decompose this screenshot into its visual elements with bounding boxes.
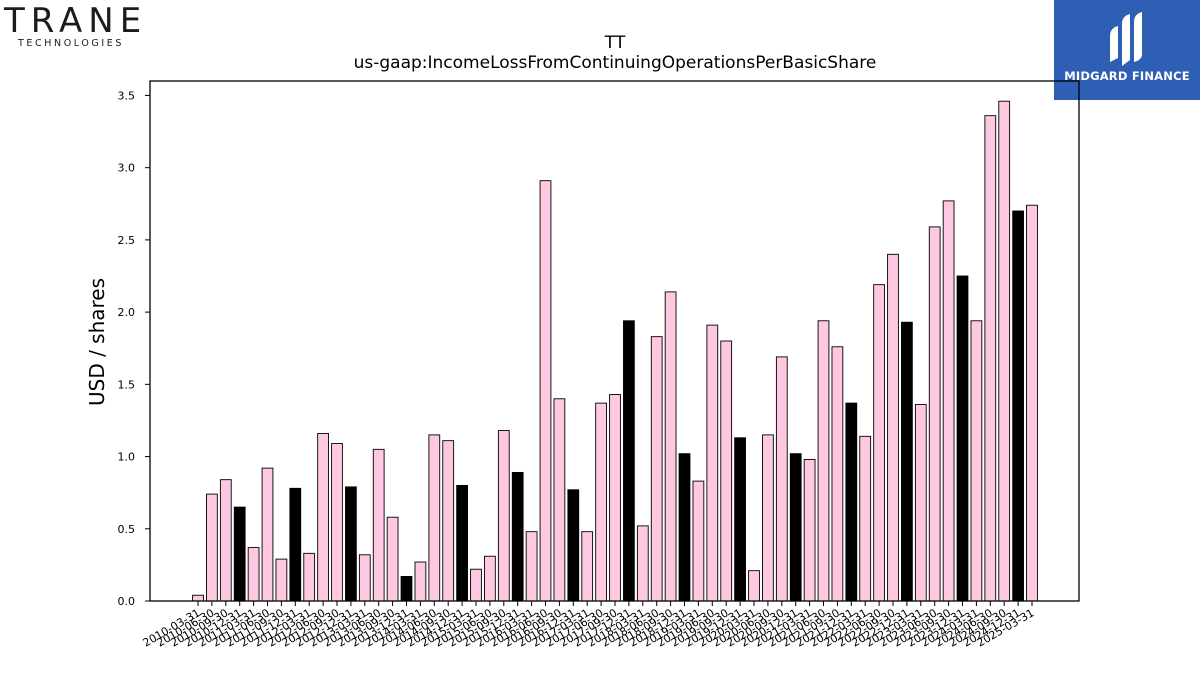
bar-2014-06-30: [428, 434, 441, 602]
bar-2025-03-31: [1026, 204, 1038, 602]
bar-2023-12-31: [956, 275, 969, 602]
bar-2019-06-30: [706, 324, 719, 602]
bar-2022-09-30: [887, 253, 899, 602]
bar-2021-12-31: [845, 402, 858, 602]
bar-2017-12-31: [623, 320, 635, 602]
y-axis: 0.0 0.5 1.0 1.5 2.0 2.5 3.0 3.5: [118, 89, 150, 608]
midgard-logo-text: MIDGARD FINANCE: [1064, 69, 1190, 83]
bar-2018-09-30: [664, 291, 677, 602]
bar-2017-03-31: [581, 531, 594, 602]
trane-logo-subtitle: TECHNOLOGIES: [18, 38, 124, 49]
bar-2013-06-30: [372, 448, 385, 602]
midgard-emblem-icon: [1110, 12, 1142, 66]
y-tick-label: 0.5: [118, 523, 136, 536]
bar-2014-03-31: [414, 561, 427, 602]
bar-2010-03-31: [192, 594, 204, 602]
bar-2016-09-30: [553, 398, 566, 602]
bar-2016-12-31: [567, 489, 580, 602]
y-tick-label: 2.0: [118, 306, 136, 319]
bar-2021-09-30: [831, 346, 844, 602]
bar-2024-03-31: [970, 320, 983, 602]
bar-2015-09-30: [497, 430, 510, 602]
bar-2012-06-30: [317, 432, 329, 602]
bar-2018-12-31: [678, 453, 691, 602]
bar-2010-06-30: [206, 493, 218, 602]
bar-2024-06-30: [984, 115, 997, 602]
bar-2013-03-31: [358, 554, 371, 602]
bar-2013-09-30: [386, 516, 399, 602]
y-tick-label: 3.0: [118, 162, 136, 175]
bar-2019-03-31: [692, 480, 705, 602]
y-tick-label: 2.5: [118, 234, 136, 247]
y-tick-label: 0.0: [118, 595, 136, 608]
bar-2017-06-30: [595, 402, 607, 602]
bar-2022-12-31: [901, 321, 913, 602]
x-axis: 2010-03-312010-06-302010-09-302010-12-31…: [141, 601, 1037, 650]
bars-group: [192, 100, 1038, 602]
bar-2019-12-31: [734, 437, 746, 602]
bar-2012-12-31: [345, 486, 357, 602]
bar-2011-03-31: [247, 547, 260, 602]
bar-2020-12-31: [789, 453, 802, 602]
chart-title: TT: [604, 33, 626, 53]
bar-2014-09-30: [442, 440, 455, 602]
bar-2015-06-30: [484, 555, 496, 602]
bar-2022-03-31: [859, 435, 872, 602]
bar-2012-03-31: [303, 552, 316, 602]
bar-2019-09-30: [720, 340, 733, 602]
y-tick-label: 1.0: [118, 451, 136, 464]
bar-2021-06-30: [817, 320, 830, 602]
bar-2016-06-30: [539, 180, 552, 602]
bar-2010-09-30: [219, 479, 232, 602]
bar-2014-12-31: [456, 484, 468, 602]
bar-2015-03-31: [470, 568, 482, 602]
bar-2015-12-31: [511, 471, 524, 602]
bar-2024-12-31: [1012, 210, 1024, 602]
y-tick-label: 3.5: [118, 89, 136, 102]
plot-frame: [149, 80, 1080, 602]
bar-2022-06-30: [873, 284, 885, 602]
bar-2021-03-31: [803, 458, 816, 602]
trane-logo-word: TRANE: [4, 1, 148, 41]
midgard-finance-logo: MIDGARD FINANCE: [1054, 0, 1200, 100]
bar-2018-03-31: [636, 525, 649, 602]
bar-2020-06-30: [762, 434, 774, 602]
bar-2011-06-30: [261, 467, 274, 602]
bar-2023-06-30: [928, 226, 941, 602]
bar-2020-03-31: [748, 570, 760, 602]
bar-2012-09-30: [331, 443, 343, 602]
y-tick-label: 1.5: [118, 378, 136, 391]
bar-2011-09-30: [275, 558, 288, 602]
bar-2023-03-31: [914, 404, 927, 602]
bar-2020-09-30: [775, 356, 788, 602]
chart-subtitle: us-gaap:IncomeLossFromContinuingOperatio…: [354, 53, 877, 73]
bar-2024-09-30: [998, 100, 1011, 602]
y-axis-label: USD / shares: [85, 278, 109, 406]
bar-2011-12-31: [289, 487, 302, 602]
bar-2023-09-30: [942, 200, 955, 602]
bar-2013-12-31: [400, 575, 413, 602]
bar-2010-12-31: [233, 506, 246, 602]
trane-technologies-logo: TRANE TECHNOLOGIES: [4, 2, 164, 54]
bar-2016-03-31: [525, 531, 538, 602]
bar-2018-06-30: [650, 336, 663, 602]
bar-2017-09-30: [609, 393, 621, 602]
